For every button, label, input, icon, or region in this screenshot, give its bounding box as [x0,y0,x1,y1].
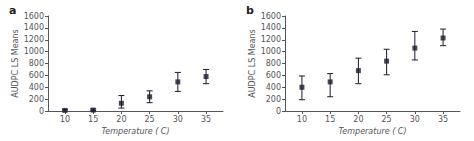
svg-text:200: 200 [29,95,44,104]
svg-text:800: 800 [266,59,281,68]
svg-text:AUDPC LS Means: AUDPC LS Means [11,29,20,97]
svg-text:10: 10 [297,115,307,124]
svg-text:35: 35 [201,115,211,124]
svg-text:1600: 1600 [24,12,44,21]
svg-text:400: 400 [266,83,281,92]
svg-text:30: 30 [173,115,183,124]
svg-text:20: 20 [353,115,363,124]
svg-text:1200: 1200 [261,35,281,44]
svg-text:35: 35 [438,115,448,124]
svg-text:20: 20 [116,115,126,124]
svg-text:800: 800 [29,59,44,68]
svg-text:1000: 1000 [24,47,44,56]
svg-text:0: 0 [276,107,281,116]
svg-text:AUDPC LS Means: AUDPC LS Means [248,29,257,97]
svg-text:b: b [246,4,254,17]
svg-text:30: 30 [410,115,420,124]
svg-text:15: 15 [325,115,335,124]
svg-text:1000: 1000 [261,47,281,56]
svg-text:1600: 1600 [261,12,281,21]
svg-text:25: 25 [145,115,155,124]
svg-text:600: 600 [266,71,281,80]
svg-text:15: 15 [88,115,98,124]
svg-text:10: 10 [60,115,70,124]
svg-text:25: 25 [382,115,392,124]
svg-text:600: 600 [29,71,44,80]
svg-text:1400: 1400 [261,23,281,32]
svg-text:Temperature ( C): Temperature ( C) [101,127,169,136]
svg-text:400: 400 [29,83,44,92]
svg-text:200: 200 [266,95,281,104]
svg-text:0: 0 [39,107,44,116]
svg-text:1400: 1400 [24,23,44,32]
svg-text:1200: 1200 [24,35,44,44]
svg-text:a: a [9,4,16,17]
svg-text:Temperature ( C): Temperature ( C) [338,127,406,136]
